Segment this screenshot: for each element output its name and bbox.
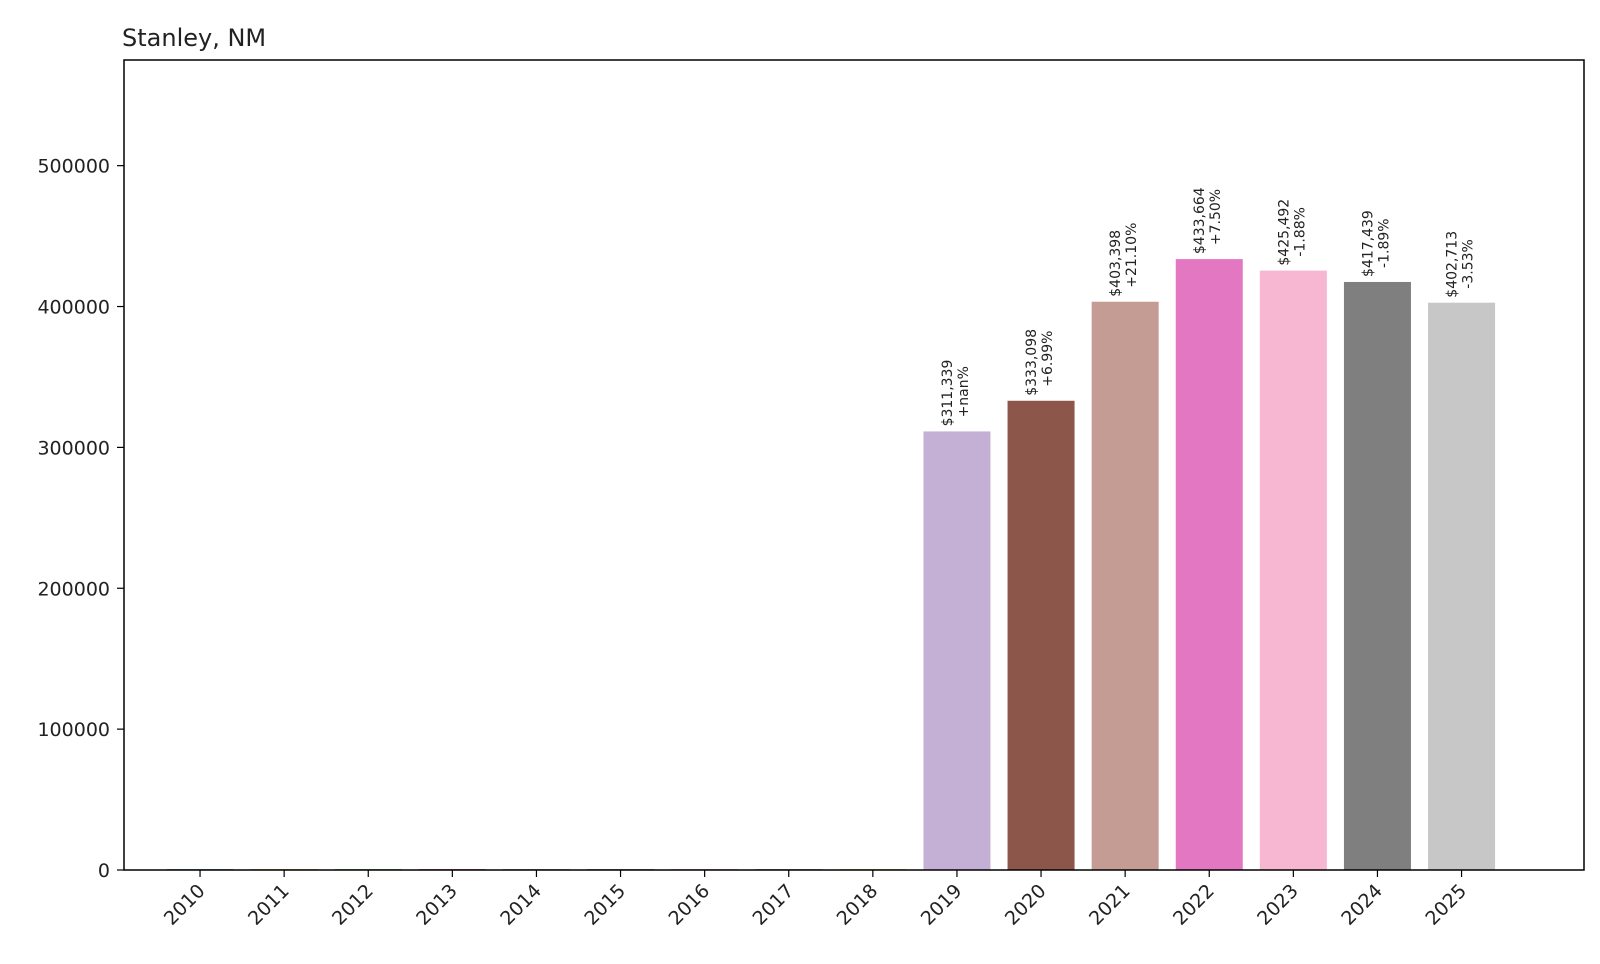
- bar-2021: [1091, 301, 1159, 870]
- plot-frame: [123, 59, 1585, 871]
- value-label: $402,713: [1445, 231, 1461, 298]
- x-tick-label: 2024: [1337, 880, 1387, 930]
- value-label: $417,439: [1360, 210, 1376, 277]
- change-label: -1.88%: [1292, 207, 1308, 257]
- x-tick-label: 2011: [244, 880, 294, 930]
- bars-layer: [166, 259, 1496, 871]
- bar-2019: [923, 431, 991, 870]
- value-label: $311,339: [940, 360, 956, 427]
- y-axis: 0 100000 200000 300000 400000 500000: [37, 156, 124, 882]
- y-tick-label: 200000: [37, 578, 110, 600]
- x-tick-label: 2021: [1085, 880, 1135, 930]
- x-tick-label: 2013: [412, 880, 462, 930]
- data-labels-layer: $311,339 +nan% $333,098 +6.99% $403,398 +21.1…: [940, 187, 1477, 426]
- x-tick-label: 2012: [328, 880, 378, 930]
- y-tick-label: 100000: [37, 719, 110, 741]
- x-axis: 2010 2011 2012 2013 2014 2015 2016 2017 2018 2019…: [160, 870, 1471, 930]
- x-tick-label: 2018: [833, 880, 883, 930]
- bar-2022: [1175, 259, 1243, 871]
- bar-2025: [1428, 302, 1496, 870]
- x-tick-label: 2017: [749, 880, 799, 930]
- chart-title: Stanley, NM: [122, 24, 266, 52]
- x-tick-label: 2022: [1169, 880, 1219, 930]
- x-tick-label: 2014: [496, 880, 546, 930]
- x-tick-label: 2019: [917, 880, 967, 930]
- x-tick-label: 2010: [160, 880, 210, 930]
- change-label: +21.10%: [1124, 223, 1140, 288]
- y-tick-label: 400000: [37, 297, 110, 319]
- y-tick-label: 300000: [37, 437, 110, 459]
- change-label: -1.89%: [1376, 218, 1392, 268]
- x-tick-label: 2020: [1001, 880, 1051, 930]
- bar-2024: [1343, 281, 1411, 870]
- x-tick-label: 2015: [580, 880, 630, 930]
- bar-2020: [1007, 400, 1075, 870]
- value-label: $425,492: [1276, 199, 1292, 266]
- y-tick-label: 0: [98, 860, 110, 882]
- x-tick-label: 2023: [1253, 880, 1303, 930]
- x-tick-label: 2025: [1421, 880, 1471, 930]
- change-label: +nan%: [956, 366, 972, 417]
- change-label: +6.99%: [1040, 331, 1056, 387]
- x-tick-label: 2016: [664, 880, 714, 930]
- value-label: $403,398: [1108, 230, 1124, 297]
- bar-2023: [1259, 270, 1327, 870]
- change-label: -3.53%: [1461, 239, 1477, 289]
- change-label: +7.50%: [1208, 189, 1224, 245]
- value-label: $433,664: [1192, 187, 1208, 254]
- y-tick-label: 500000: [37, 156, 110, 178]
- value-label: $333,098: [1024, 329, 1040, 396]
